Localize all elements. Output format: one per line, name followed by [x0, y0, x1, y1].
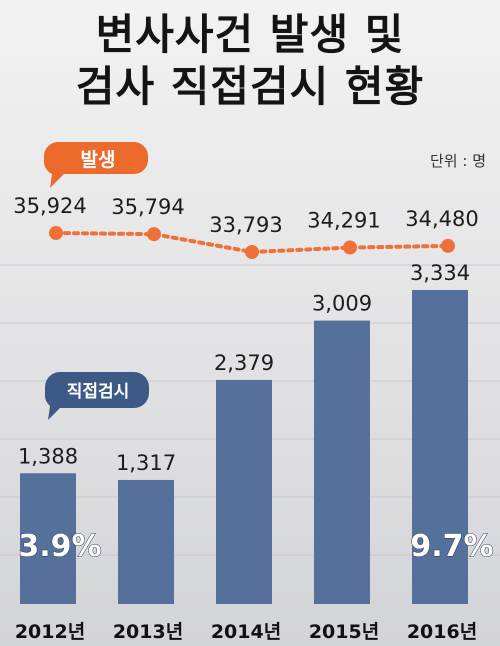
unit-label: 단위 : 명	[430, 152, 486, 170]
line-value-label: 34,291	[307, 209, 380, 233]
title-line-1: 변사사건 발생 및	[95, 10, 405, 59]
x-tick-label: 2015년	[309, 621, 379, 643]
line-point	[49, 226, 63, 240]
x-axis-ticks: 2012년 2013년 2014년 2015년 2016년	[15, 621, 477, 643]
bar-series: 1,388 1,317 2,379 3,009 3,334	[18, 261, 470, 604]
bar	[20, 473, 76, 604]
legend-occurrence-bubble	[43, 142, 148, 188]
line-value-label: 34,480	[405, 207, 478, 231]
x-tick-label: 2012년	[15, 621, 85, 643]
bar	[216, 379, 272, 604]
x-tick-label: 2013년	[113, 621, 183, 643]
line-point	[441, 238, 455, 253]
line-point	[343, 240, 357, 255]
line-value-label: 35,924	[13, 194, 86, 218]
bar-value-label: 1,317	[116, 451, 176, 475]
percentage-annotation: 3.9%	[18, 529, 101, 564]
legend-inspection-label: 직접검시	[67, 382, 130, 402]
bar	[412, 290, 468, 604]
x-tick-label: 2014년	[211, 621, 281, 643]
bar-value-label: 1,388	[18, 444, 78, 468]
bar-value-label: 2,379	[214, 351, 274, 375]
bar	[118, 479, 174, 604]
bar-value-label: 3,009	[312, 292, 372, 316]
legend-occurrence-label: 발생	[81, 149, 116, 171]
line-series: 35,924 35,794 33,793 34,291 34,480	[13, 194, 479, 259]
line-value-label: 35,794	[111, 195, 184, 219]
legend-occurrence: 발생	[43, 142, 148, 188]
x-tick-label: 2016년	[407, 621, 477, 643]
line-value-label: 33,793	[209, 213, 282, 237]
title-line-2: 검사 직접검시 현황	[75, 62, 425, 111]
legend-inspection-bubble	[44, 372, 149, 420]
line-point	[245, 245, 259, 259]
legend-inspection: 직접검시	[44, 372, 149, 420]
bar-value-label: 3,334	[410, 261, 470, 285]
percentage-annotation: 9.7%	[410, 529, 493, 564]
bar	[314, 320, 370, 604]
line-point	[147, 227, 161, 242]
annotations: 3.9% 9.7%	[18, 529, 494, 565]
